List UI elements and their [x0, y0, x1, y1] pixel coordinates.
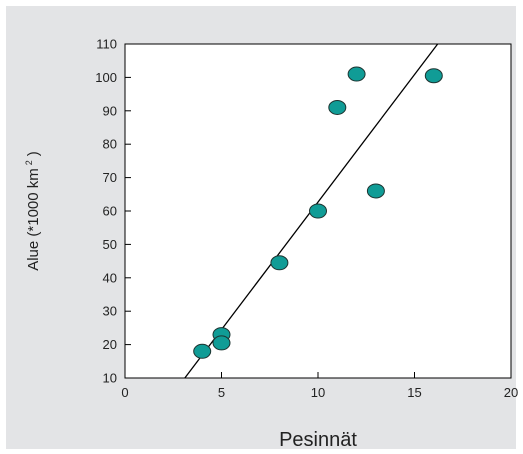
data-point: [309, 203, 327, 219]
data-point: [366, 183, 385, 199]
y-tick-label: 90: [103, 103, 117, 118]
y-tick-label: 100: [95, 70, 117, 85]
y-tick-label: 10: [103, 371, 117, 386]
data-point: [270, 255, 289, 271]
y-axis-title-close: ): [25, 151, 42, 156]
axis-ticks: 0 5 10 15 20 10 20 30 40 50 60 70 80 90 100 110: [95, 37, 518, 401]
y-tick-label: 20: [103, 337, 117, 352]
data-point: [347, 66, 366, 82]
y-tick-label: 50: [103, 237, 117, 252]
y-tick-label: 70: [103, 170, 117, 185]
x-tick-label: 5: [218, 385, 225, 400]
y-axis-title-main: Alue (*1000 km: [25, 168, 42, 271]
data-point: [193, 343, 212, 359]
y-tick-label: 60: [103, 204, 117, 219]
y-axis-title: Alue (*1000 km 2): [24, 151, 42, 271]
x-tick-label: 15: [407, 385, 421, 400]
y-tick-label: 110: [96, 37, 117, 52]
x-axis-title: Pesinnät: [279, 429, 357, 451]
y-tick-label: 80: [103, 137, 117, 152]
data-points: [193, 66, 443, 359]
x-tick-label: 10: [311, 385, 325, 400]
data-point: [328, 99, 347, 115]
y-tick-label: 30: [103, 304, 117, 319]
y-axis-title-superscript: 2: [24, 160, 34, 165]
y-tick-label: 40: [103, 270, 117, 285]
data-point: [424, 68, 443, 84]
x-tick-label: 20: [504, 385, 518, 400]
data-point: [212, 335, 231, 351]
x-tick-label: 0: [121, 385, 128, 400]
